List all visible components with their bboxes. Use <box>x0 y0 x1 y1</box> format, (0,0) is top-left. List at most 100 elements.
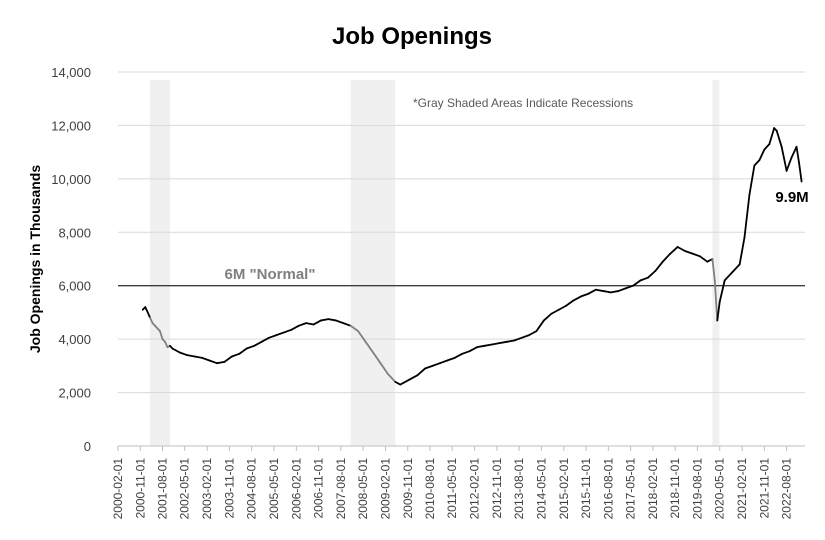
chart-title: Job Openings <box>332 23 492 50</box>
x-tick-label: 2021-11-01 <box>757 458 771 519</box>
series-line-segment <box>602 290 612 294</box>
series-line-segment <box>208 359 218 365</box>
x-tick-label: 2011-05-01 <box>445 458 459 519</box>
y-tick-label: 10,000 <box>51 172 91 187</box>
y-tick-label: 14,000 <box>51 65 91 80</box>
series-line-segment <box>468 346 478 353</box>
series-line-segment <box>699 255 709 263</box>
series-line-segment <box>144 306 149 314</box>
x-tick-label: 2002-05-01 <box>178 458 192 520</box>
series-line-segment <box>399 378 412 386</box>
x-tick-label: 2012-11-01 <box>490 458 504 519</box>
series-line-segment <box>684 250 694 255</box>
series-line-segment <box>661 252 672 263</box>
series-line-segment <box>491 342 501 346</box>
series-line-segment <box>483 343 493 347</box>
x-tick-label: 2001-08-01 <box>156 458 170 520</box>
series-line-segment <box>159 330 164 341</box>
series-line-segment <box>260 336 270 343</box>
recession-note: *Gray Shaded Areas Indicate Recessions <box>413 96 633 110</box>
x-tick-label: 2000-11-01 <box>133 458 147 519</box>
series-line-segment <box>164 340 169 349</box>
series-line-segment <box>446 356 456 362</box>
series-line-segment <box>268 334 278 339</box>
series-line-segment <box>718 279 726 303</box>
series-layer <box>141 127 803 386</box>
series-line-segment <box>713 279 719 322</box>
series-line-segment <box>676 246 686 252</box>
x-tick-label: 2000-02-01 <box>111 458 125 520</box>
series-line-segment <box>476 344 486 349</box>
series-line-segment <box>535 319 545 333</box>
series-line-segment <box>624 284 634 290</box>
x-tick-label: 2008-05-01 <box>356 458 370 520</box>
series-line-segment <box>372 351 382 365</box>
series-line-segment <box>572 295 582 302</box>
series-line-segment <box>461 350 471 355</box>
x-tick-label: 2007-08-01 <box>334 458 348 520</box>
series-line-segment <box>416 367 426 377</box>
x-tick-label: 2006-02-01 <box>289 458 303 520</box>
series-line-segment <box>149 316 154 325</box>
series-line-segment <box>731 263 741 274</box>
series-line-segment <box>386 372 397 383</box>
series-line-segment <box>594 288 605 292</box>
series-line-segment <box>505 339 516 343</box>
x-tick-label: 2015-11-01 <box>579 458 593 519</box>
recession-band-2 <box>712 80 720 446</box>
x-tick-label: 2009-11-01 <box>401 458 415 519</box>
series-line-segment <box>305 322 315 326</box>
series-line-segment <box>379 362 389 375</box>
series-line-segment <box>283 328 293 334</box>
series-line-segment <box>723 271 734 282</box>
series-line-segment <box>743 193 751 239</box>
series-line-segment <box>528 330 538 337</box>
y-tick-label: 6,000 <box>58 279 91 294</box>
series-line-segment <box>216 360 226 365</box>
x-tick-label: 2010-08-01 <box>423 458 437 520</box>
series-line-segment <box>290 324 300 331</box>
series-line-segment <box>320 318 330 322</box>
series-line-segment <box>312 319 322 326</box>
y-tick-label: 12,000 <box>51 118 91 133</box>
series-line-segment <box>394 380 402 386</box>
x-tick-label: 2014-05-01 <box>534 458 548 520</box>
recession-band-1 <box>350 80 396 446</box>
x-tick-label: 2016-08-01 <box>601 458 615 520</box>
series-line-segment <box>716 300 721 322</box>
series-line-segment <box>438 359 449 365</box>
series-line-segment <box>498 340 508 345</box>
series-line-segment <box>711 258 716 282</box>
series-line-segment <box>349 324 360 333</box>
series-line-segment <box>753 159 761 167</box>
series-line-segment <box>178 351 189 357</box>
x-tick-label: 2020-05-01 <box>713 458 727 520</box>
series-line-segment <box>780 145 788 172</box>
x-tick-label: 2013-08-01 <box>512 458 526 520</box>
series-line-segment <box>738 236 746 266</box>
series-line-segment <box>565 299 575 307</box>
series-line-segment <box>654 260 664 272</box>
series-line-segment <box>647 270 657 279</box>
y-tick-label: 8,000 <box>58 225 91 240</box>
series-line-segment <box>550 308 560 315</box>
x-tick-label: 2021-02-01 <box>735 458 749 520</box>
series-line-segment <box>409 374 419 381</box>
recession-layer <box>150 80 720 446</box>
series-line-segment <box>609 290 620 294</box>
series-line-segment <box>334 319 345 325</box>
series-line-segment <box>617 287 627 292</box>
x-tick-label: 2019-08-01 <box>690 458 704 520</box>
series-line-segment <box>785 156 793 172</box>
series-line-segment <box>186 354 196 358</box>
x-tick-label: 2022-08-01 <box>780 458 794 520</box>
x-tick-label: 2015-02-01 <box>557 458 571 520</box>
series-line-segment <box>587 288 597 295</box>
series-line-segment <box>245 344 256 350</box>
series-line-segment <box>513 336 523 342</box>
series-line-segment <box>364 340 374 354</box>
x-tick-label: 2012-02-01 <box>468 458 482 520</box>
series-line-segment <box>146 311 151 319</box>
x-tick-label: 2004-08-01 <box>245 458 259 520</box>
